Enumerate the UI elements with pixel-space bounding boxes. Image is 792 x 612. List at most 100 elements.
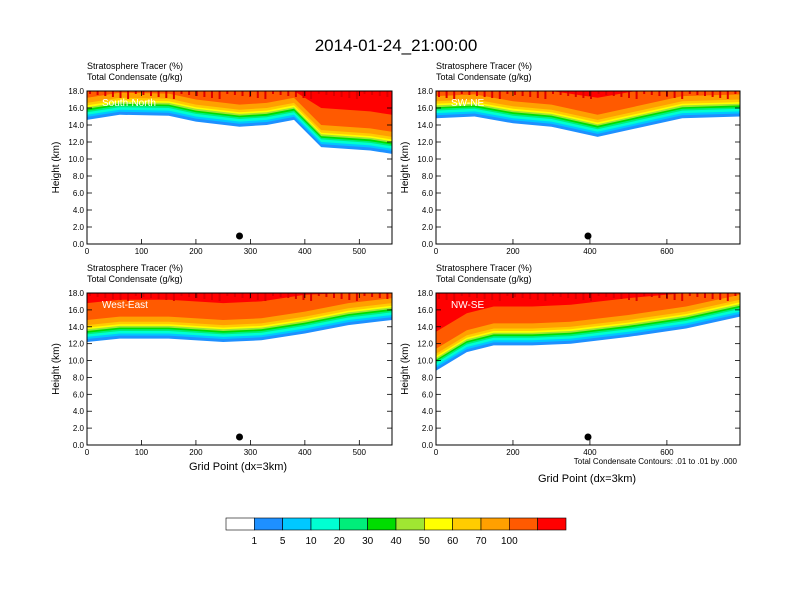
tracer-spike [643, 293, 646, 296]
x-tick-label: 500 [353, 448, 367, 457]
tracer-spike [445, 293, 448, 300]
tracer-spike [536, 293, 539, 300]
tracer-spike [233, 293, 236, 297]
tracer-spike [643, 91, 646, 94]
tracer-spike [658, 91, 661, 96]
tracer-fill [87, 293, 392, 342]
y-tick-label: 0.0 [422, 441, 434, 450]
tracer-spike [333, 91, 335, 96]
tracer-spike [111, 293, 114, 299]
tracer-spike [317, 293, 320, 296]
y-tick-label: 18.0 [417, 87, 433, 96]
x-tick-label: 0 [434, 448, 439, 457]
y-tick-label: 18.0 [417, 289, 433, 298]
plot-frame [86, 90, 393, 245]
tracer-spike [529, 91, 532, 97]
y-tick-label: 14.0 [68, 323, 84, 332]
tracer-spike [635, 293, 638, 301]
colorbar-label: 1 [252, 536, 258, 547]
tracer-spike [719, 293, 722, 300]
panel-top-right: Stratosphere Tracer (%)Total Condensate … [400, 61, 741, 256]
tracer-spike [89, 91, 91, 94]
y-tick-label: 0.0 [73, 240, 85, 249]
tracer-spike [605, 293, 608, 297]
tracer-spike [582, 91, 585, 98]
tracer-spike [195, 293, 198, 298]
y-tick-label: 12.0 [68, 138, 84, 147]
tracer-spike [650, 293, 653, 297]
colorbar-label: 60 [447, 536, 459, 547]
tracer-spike [544, 293, 547, 301]
tracer-spike [514, 91, 516, 95]
panel-label: South-North [102, 98, 156, 109]
tracer-spike [211, 293, 213, 300]
tracer-spike [172, 293, 175, 301]
tracer-fill [87, 91, 392, 154]
y-tick-label: 6.0 [73, 189, 85, 198]
tracer-spike [340, 293, 343, 299]
tracer-spike [582, 293, 585, 300]
tracer-spike [287, 293, 290, 298]
tracer-band-11 [87, 91, 392, 115]
x-tick-label: 200 [506, 247, 520, 256]
y-tick-label: 12.0 [68, 340, 84, 349]
tracer-spike [635, 91, 638, 99]
panel-label: SW-NE [451, 98, 484, 109]
tracer-spike [256, 293, 259, 300]
tracer-spike [620, 293, 623, 299]
tracer-spike [203, 293, 206, 299]
x-tick-label: 0 [85, 247, 90, 256]
y-tick-label: 2.0 [73, 424, 85, 433]
tracer-spike [218, 91, 221, 99]
tracer-spike [567, 91, 570, 96]
tracer-spike [574, 91, 577, 97]
tracer-spike [233, 91, 236, 95]
tracer-spike [688, 293, 691, 296]
location-marker [236, 232, 243, 240]
tracer-spike [612, 91, 615, 96]
panel-header-tracer: Stratosphere Tracer (%) [87, 61, 183, 71]
tracer-spike [726, 293, 729, 301]
tracer-spike [264, 91, 267, 99]
tracer-spike [544, 91, 547, 99]
y-tick-label: 16.0 [68, 104, 84, 113]
tracer-spike [552, 293, 554, 296]
plot-frame [435, 90, 741, 245]
tracer-spike [211, 91, 213, 98]
colorbar-swatch [452, 517, 482, 531]
y-tick-label: 6.0 [73, 390, 85, 399]
tracer-spike [226, 91, 229, 94]
tracer-spike [605, 91, 608, 95]
tracer-spike [658, 293, 661, 298]
tracer-spike [348, 91, 351, 98]
tracer-spike [445, 91, 448, 98]
tracer-spike [172, 91, 175, 99]
tracer-spike [340, 91, 343, 97]
panel-label: West-East [102, 300, 148, 311]
colorbar-swatch [537, 517, 567, 531]
plot-frame [435, 292, 741, 446]
colorbar-label: 40 [390, 536, 402, 547]
y-tick-label: 10.0 [68, 155, 84, 164]
tracer-spike [498, 293, 501, 301]
tracer-spike [719, 91, 722, 98]
tracer-spike [386, 91, 389, 97]
x-tick-label: 500 [353, 247, 367, 256]
tracer-spike [628, 293, 630, 300]
tracer-spike [134, 293, 137, 296]
panel-header-tracer: Stratosphere Tracer (%) [87, 263, 183, 273]
panel-top-left: Stratosphere Tracer (%)Total Condensate … [51, 61, 393, 256]
x-tick-label: 0 [85, 448, 90, 457]
tracer-spike [536, 91, 539, 98]
tracer-spike [119, 91, 122, 98]
colorbar-label: 70 [475, 536, 487, 547]
tracer-spike [567, 293, 570, 298]
tracer-spike [180, 91, 183, 94]
tracer-spike [127, 91, 130, 99]
panel-header-tracer: Stratosphere Tracer (%) [436, 61, 532, 71]
tracer-spike [96, 91, 99, 95]
tracer-band-10 [436, 91, 740, 115]
tracer-spike [688, 91, 691, 94]
tracer-fill [436, 293, 740, 371]
tracer-spike [119, 293, 122, 300]
